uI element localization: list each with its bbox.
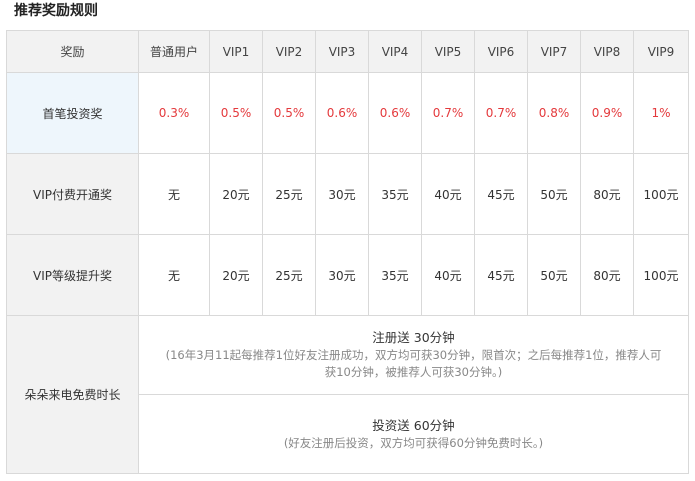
table-cell: 80元 bbox=[580, 234, 634, 316]
table-row: 首笔投资奖 0.3% 0.5% 0.5% 0.6% 0.6% 0.7% 0.7%… bbox=[6, 72, 689, 154]
register-bonus-cell: 注册送 30分钟 (16年3月11起每推荐1位好友注册成功，双方均可获30分钟，… bbox=[138, 315, 689, 395]
row-label-free-call-time: 朵朵来电免费时长 bbox=[6, 315, 139, 474]
table-cell: 0.5% bbox=[262, 72, 316, 154]
table-cell: 45元 bbox=[474, 153, 528, 235]
row-label-first-investment: 首笔投资奖 bbox=[6, 72, 139, 154]
table-cell: 30元 bbox=[315, 234, 369, 316]
table-cell: 无 bbox=[138, 153, 210, 235]
header-level: VIP8 bbox=[580, 30, 634, 73]
table-cell: 0.7% bbox=[421, 72, 475, 154]
table-cell: 50元 bbox=[527, 153, 581, 235]
table-cell: 0.8% bbox=[527, 72, 581, 154]
table-cell: 0.5% bbox=[209, 72, 263, 154]
table-cell: 45元 bbox=[474, 234, 528, 316]
table-cell: 0.7% bbox=[474, 72, 528, 154]
table-cell: 35元 bbox=[368, 153, 422, 235]
register-bonus-note: (16年3月11起每推荐1位好友注册成功，双方均可获30分钟，限首次；之后每推荐… bbox=[165, 348, 662, 379]
header-level: VIP5 bbox=[421, 30, 475, 73]
table-header-row: 奖励 普通用户 VIP1 VIP2 VIP3 VIP4 VIP5 VIP6 VI… bbox=[6, 30, 689, 73]
table-cell: 25元 bbox=[262, 234, 316, 316]
table-row: 朵朵来电免费时长 注册送 30分钟 (16年3月11起每推荐1位好友注册成功，双… bbox=[6, 315, 689, 474]
table-cell: 100元 bbox=[633, 234, 689, 316]
table-cell: 1% bbox=[633, 72, 689, 154]
table-cell: 0.9% bbox=[580, 72, 634, 154]
header-level: VIP7 bbox=[527, 30, 581, 73]
table-cell: 30元 bbox=[315, 153, 369, 235]
invest-bonus-title: 投资送 60分钟 bbox=[372, 417, 455, 433]
table-row: VIP付费开通奖 无 20元 25元 30元 35元 40元 45元 50元 8… bbox=[6, 153, 689, 235]
table-cell: 0.6% bbox=[368, 72, 422, 154]
header-level: VIP4 bbox=[368, 30, 422, 73]
table-cell: 无 bbox=[138, 234, 210, 316]
table-row: 投资送 60分钟 (好友注册后投资，双方均可获得60分钟免费时长。) bbox=[7, 394, 689, 474]
table-cell: 40元 bbox=[421, 234, 475, 316]
table-cell: 20元 bbox=[209, 234, 263, 316]
header-reward: 奖励 bbox=[6, 30, 139, 73]
header-level: VIP9 bbox=[633, 30, 689, 73]
invest-bonus-note: (好友注册后投资，双方均可获得60分钟免费时长。) bbox=[283, 435, 544, 450]
row-label-vip-activation: VIP付费开通奖 bbox=[6, 153, 139, 235]
header-level: VIP3 bbox=[315, 30, 369, 73]
invest-bonus-cell: 投资送 60分钟 (好友注册后投资，双方均可获得60分钟免费时长。) bbox=[138, 394, 689, 474]
table-cell: 35元 bbox=[368, 234, 422, 316]
table-cell: 50元 bbox=[527, 234, 581, 316]
table-row: VIP等级提升奖 无 20元 25元 30元 35元 40元 45元 50元 8… bbox=[6, 234, 689, 316]
table-cell: 80元 bbox=[580, 153, 634, 235]
header-level: VIP2 bbox=[262, 30, 316, 73]
section-title: 推荐奖励规则 bbox=[14, 3, 98, 19]
table-cell: 25元 bbox=[262, 153, 316, 235]
header-level: VIP1 bbox=[209, 30, 263, 73]
reward-rules-table: 奖励 普通用户 VIP1 VIP2 VIP3 VIP4 VIP5 VIP6 VI… bbox=[6, 30, 689, 474]
row-label-vip-upgrade: VIP等级提升奖 bbox=[6, 234, 139, 316]
table-cell: 100元 bbox=[633, 153, 689, 235]
header-level: VIP6 bbox=[474, 30, 528, 73]
register-bonus-title: 注册送 30分钟 bbox=[372, 330, 455, 345]
table-cell: 0.6% bbox=[315, 72, 369, 154]
table-cell: 40元 bbox=[421, 153, 475, 235]
table-cell: 0.3% bbox=[138, 72, 210, 154]
table-cell: 20元 bbox=[209, 153, 263, 235]
header-level: 普通用户 bbox=[138, 30, 210, 73]
